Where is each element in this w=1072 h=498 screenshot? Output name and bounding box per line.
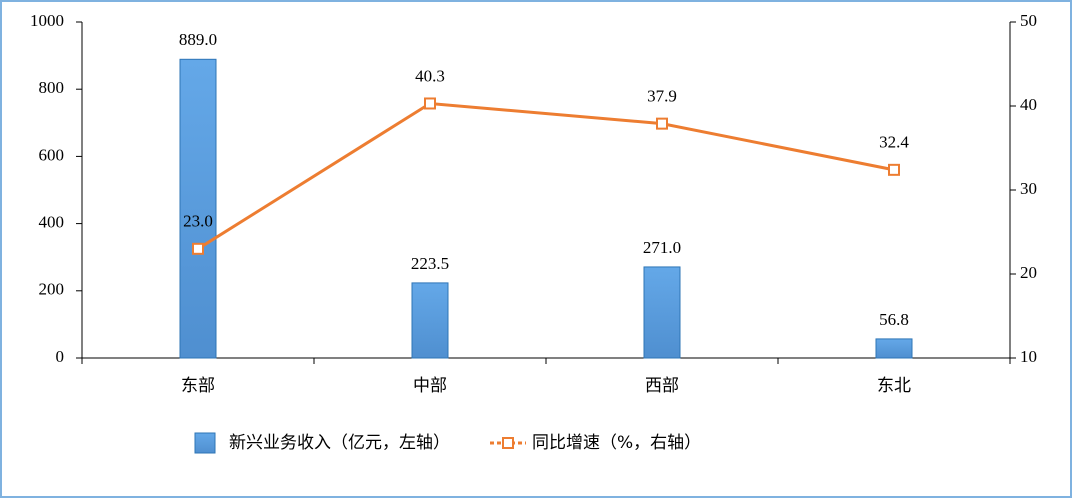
legend-label: 新兴业务收入（亿元，左轴）	[229, 433, 450, 453]
data-label: 56.8	[879, 310, 909, 329]
bar	[411, 282, 449, 359]
x-tick-label: 西部	[645, 376, 679, 396]
line-marker	[192, 242, 204, 255]
y-tick-label: 0	[56, 347, 65, 366]
data-label: 37.9	[647, 87, 677, 106]
data-label: 32.4	[879, 133, 909, 152]
y-tick-label: 800	[39, 78, 65, 97]
y2-tick-label: 40	[1020, 95, 1037, 114]
line-marker	[424, 97, 436, 110]
legend-label: 同比增速（%，右轴）	[532, 433, 701, 453]
x-tick-label: 东部	[181, 376, 215, 396]
data-label: 40.3	[415, 66, 445, 85]
data-label: 23.0	[183, 212, 213, 231]
y2-tick-label: 20	[1020, 263, 1037, 282]
y2-tick-label: 10	[1020, 347, 1037, 366]
line-marker	[656, 117, 668, 130]
y-tick-label: 1000	[30, 11, 64, 30]
x-tick-label: 中部	[413, 376, 447, 396]
bar	[643, 266, 681, 359]
line-marker	[888, 163, 900, 176]
bar	[875, 338, 913, 359]
y-tick-label: 600	[39, 145, 65, 164]
x-tick-label: 东北	[877, 376, 911, 396]
legend-swatch	[502, 437, 514, 449]
line	[197, 101, 895, 251]
y-tick-label: 400	[39, 213, 65, 232]
bar	[179, 58, 217, 359]
data-label: 889.0	[179, 30, 217, 49]
y2-tick-label: 30	[1020, 179, 1037, 198]
data-label: 223.5	[411, 254, 449, 273]
data-label: 271.0	[643, 238, 681, 257]
y-tick-label: 200	[39, 280, 65, 299]
legend-swatch	[194, 432, 216, 454]
y2-tick-label: 50	[1020, 11, 1037, 30]
